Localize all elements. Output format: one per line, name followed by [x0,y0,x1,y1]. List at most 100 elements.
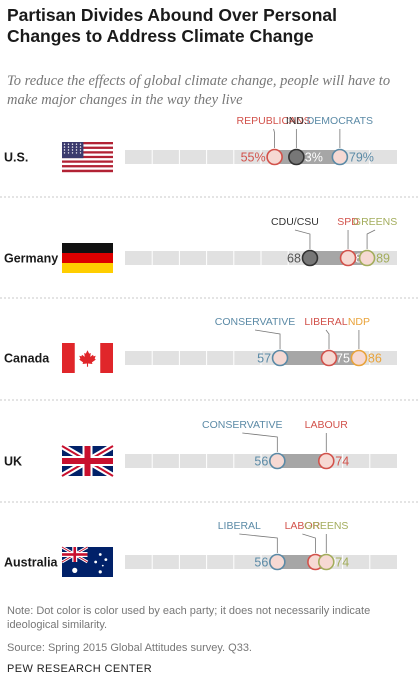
flag-cross-red [62,458,113,464]
data-dot [288,148,305,166]
flag-de-icon [62,243,113,273]
flag-star [63,143,66,145]
flag-star [67,149,70,151]
value-label: 56 [254,556,268,570]
flag-stripe [62,153,113,157]
flag-stripe [62,169,113,173]
flag-star [79,143,82,145]
party-label: SPD [337,216,359,228]
party-label: LABOUR [305,419,349,431]
flag-band-left [62,343,75,373]
flag-star [67,152,70,154]
flag-band-right [100,343,113,373]
brand-label: PEW RESEARCH CENTER [7,663,153,675]
data-dot [317,553,335,571]
flag-star [71,143,74,145]
flag-star [98,570,102,574]
flag-star [79,149,82,151]
flag-star [101,564,104,567]
country-name: Germany [4,252,58,266]
value-label: 79% [349,151,374,165]
data-dot [271,349,289,367]
data-dot [350,349,368,367]
party-label: DEMOCRATS [307,115,373,127]
flag-star [71,152,74,154]
flag-stripe [62,165,113,168]
country-row-ca: Canada CONSERVATIVE 57 LIBERAL 75 NDP 86 [4,316,397,373]
flag-uk-icon [60,443,115,479]
party-label: GREENS [353,216,397,228]
party-leader-line [273,128,276,148]
country-row-us: U.S. REPUBLICANS 55% IND. 63% DEMOCRATS 79% [4,115,397,173]
value-label: 89 [376,252,390,266]
flag-star [63,152,66,154]
flag-stripe [62,151,113,154]
flag-stripe [62,142,113,145]
flag-au-icon [61,545,113,577]
party-label: LIBERAL [218,520,261,532]
flag-stripe [62,148,113,152]
country-name: U.S. [4,151,28,165]
flag-band-red [62,253,113,263]
flag-stripe [62,160,113,163]
data-dot [331,148,349,166]
party-label: LABOR [285,520,321,532]
value-label: 74 [335,556,349,570]
flag-band-gold [62,263,113,273]
data-dot [269,452,286,470]
value-label: 68 [287,252,301,266]
flag-star [67,143,70,145]
flag-stripe [62,162,113,166]
flag-star [63,146,66,148]
country-name: UK [4,455,22,469]
data-dot [266,148,283,166]
flag-star [75,149,78,151]
flag-star [75,152,78,154]
data-dot [269,553,286,571]
flag-star [72,567,78,574]
data-dot [317,452,335,470]
value-label: 86 [368,352,382,366]
flag-star [67,146,70,148]
flag-ca-icon [62,343,113,373]
value-label: 57 [257,352,271,366]
party-leader-line [302,533,316,553]
flag-stripe [62,158,113,161]
flag-star [94,560,98,564]
party-label: CDU/CSU [271,216,319,228]
chart-title: Partisan Divides Abound Over Personal Ch… [7,5,338,46]
flag-stripe [62,167,113,170]
data-dot [301,249,319,267]
chart-source: Source: Spring 2015 Global Attitudes sur… [7,642,252,654]
flag-star [63,149,66,151]
data-dot [358,249,376,267]
range-bar [277,454,327,468]
flag-star [71,146,74,148]
data-dot [320,349,338,367]
party-leader-line [254,329,281,349]
country-name: Australia [4,556,59,570]
flag-stripe [62,146,113,150]
party-label: IND. [286,115,307,127]
country-row-uk: UK CONSERVATIVE 56 LABOUR 74 [4,419,397,479]
value-label: 56 [254,455,268,469]
value-label: 74 [335,455,349,469]
party-leader-line [325,329,330,349]
country-row-au: AustraliaLIBERAL56LABOR70GREENS74 [4,520,397,577]
value-label: 63% [298,151,323,165]
dot-range-chart: U.S. REPUBLICANS 55% IND. 63% DEMOCRATS 79% Ger… [0,115,420,577]
flag-stripe [62,155,113,159]
party-label: CONSERVATIVE [202,419,283,431]
party-label: CONSERVATIVE [215,316,296,328]
chart-note: Note: Dot color is color used by each pa… [7,605,371,631]
party-label: REPUBLICANS [237,115,311,127]
flag-star [75,143,78,145]
flag-star [104,558,108,561]
flag-star [79,146,82,148]
flag-stripe [62,144,113,147]
range-bar [280,351,359,365]
flag-star [79,152,82,154]
party-leader-line [366,229,376,249]
flag-star [75,146,78,148]
party-label: NDP [348,316,370,328]
